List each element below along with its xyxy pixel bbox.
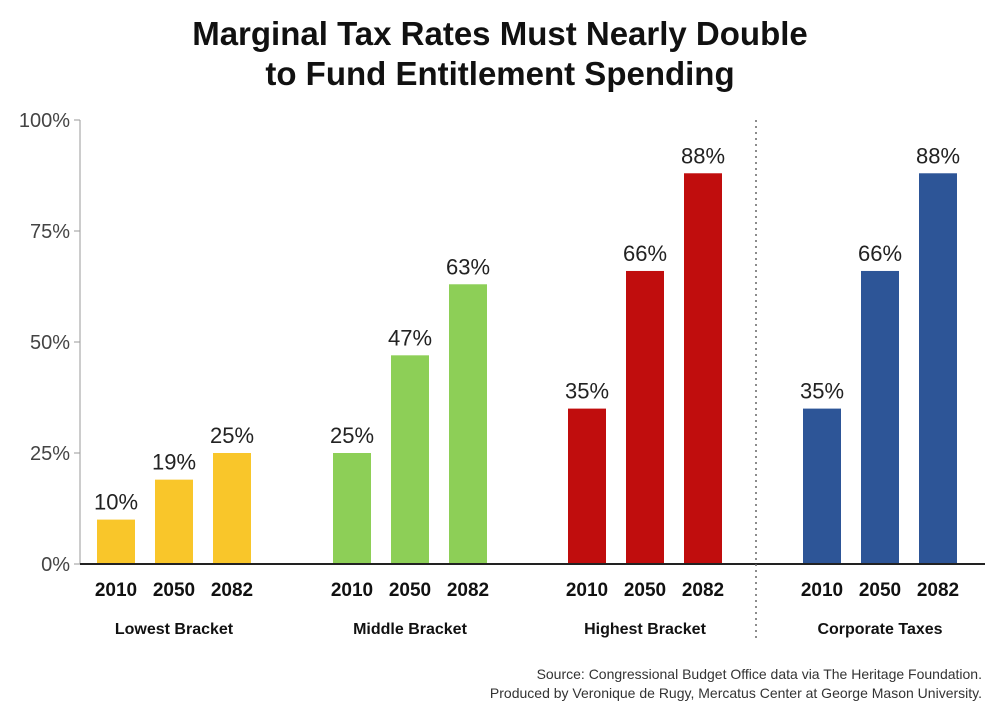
data-label: 35% <box>800 379 844 404</box>
bar <box>155 479 193 564</box>
x-tick-label: 2082 <box>447 580 489 601</box>
group-label: Corporate Taxes <box>817 621 942 638</box>
bar <box>861 270 899 564</box>
group-label: Lowest Bracket <box>115 621 234 638</box>
data-label: 88% <box>681 143 725 168</box>
bar <box>568 408 606 564</box>
data-label: 88% <box>916 143 960 168</box>
data-label: 19% <box>152 450 196 475</box>
bar <box>333 453 371 564</box>
data-label: 25% <box>330 423 374 448</box>
bar <box>449 284 487 564</box>
bar <box>803 408 841 564</box>
bar <box>213 453 251 564</box>
y-tick-label: 50% <box>30 332 70 354</box>
x-tick-label: 2050 <box>389 580 431 601</box>
y-tick-label: 75% <box>30 221 70 243</box>
bar <box>919 173 957 564</box>
x-tick-label: 2082 <box>211 580 253 601</box>
chart-title-line-1: Marginal Tax Rates Must Nearly Double <box>192 15 808 52</box>
x-tick-label: 2050 <box>153 580 195 601</box>
source-line-2: Produced by Veronique de Rugy, Mercatus … <box>489 685 982 701</box>
chart-title: Marginal Tax Rates Must Nearly Double to… <box>0 14 1000 94</box>
bar <box>626 270 664 564</box>
data-label: 47% <box>388 325 432 350</box>
x-tick-label: 2010 <box>801 580 843 601</box>
x-tick-label: 2082 <box>917 580 959 601</box>
bar <box>97 519 135 564</box>
source-note: Source: Congressional Budget Office data… <box>490 665 982 703</box>
data-label: 10% <box>94 490 138 515</box>
data-label: 66% <box>623 241 667 266</box>
y-tick-label: 0% <box>41 554 70 576</box>
y-tick-label: 100% <box>19 110 70 132</box>
group-label: Highest Bracket <box>584 621 706 638</box>
data-label: 66% <box>858 241 902 266</box>
x-tick-label: 2050 <box>624 580 666 601</box>
y-tick-label: 25% <box>30 443 70 465</box>
x-tick-label: 2010 <box>566 580 608 601</box>
bar <box>391 355 429 564</box>
chart-title-line-2: to Fund Entitlement Spending <box>265 55 735 92</box>
x-tick-label: 2082 <box>682 580 724 601</box>
data-label: 35% <box>565 379 609 404</box>
x-tick-label: 2050 <box>859 580 901 601</box>
bar <box>684 173 722 564</box>
source-line-1: Source: Congressional Budget Office data… <box>536 666 982 682</box>
x-tick-label: 2010 <box>331 580 373 601</box>
group-label: Middle Bracket <box>353 621 467 638</box>
data-label: 63% <box>446 254 490 279</box>
data-label: 25% <box>210 423 254 448</box>
x-tick-label: 2010 <box>95 580 137 601</box>
